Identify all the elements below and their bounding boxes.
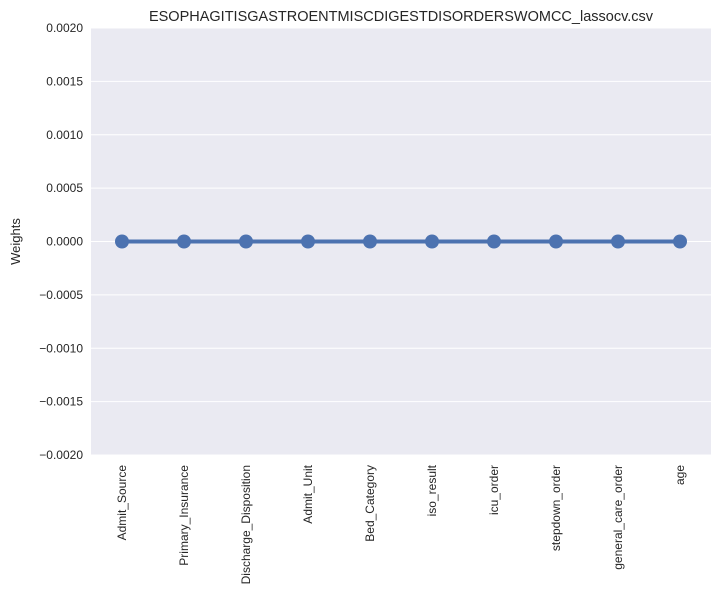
data-point xyxy=(177,234,191,249)
y-tick-label: −0.0005 xyxy=(39,288,83,302)
data-point xyxy=(301,234,315,249)
y-tick-label: −0.0015 xyxy=(39,395,83,409)
x-tick-label: stepdown_order xyxy=(549,465,563,551)
data-point xyxy=(115,234,129,249)
y-tick-labels: 0.0020 0.0015 0.0010 0.0005 0.0000 −0.0005 −0.… xyxy=(39,21,83,462)
chart-title: ESOPHAGITISGASTROENTMISCDIGESTDISORDERSW… xyxy=(149,9,654,25)
y-tick-label: 0.0020 xyxy=(46,21,83,35)
x-tick-label: Bed_Category xyxy=(363,465,377,542)
x-tick-label: Admit_Unit xyxy=(301,464,315,523)
data-point xyxy=(425,234,439,249)
grid-lines xyxy=(91,27,711,456)
x-tick-labels: Admit_Source Primary_Insurance Discharge_D… xyxy=(115,464,687,584)
y-axis-label: Weights xyxy=(8,218,23,265)
y-tick-label: 0.0005 xyxy=(46,181,83,195)
y-tick-label: −0.0010 xyxy=(39,341,83,355)
data-point xyxy=(673,234,687,249)
y-tick-label: 0.0015 xyxy=(46,74,83,88)
series-weights xyxy=(115,234,687,249)
data-point xyxy=(549,234,563,249)
x-tick-label: Admit_Source xyxy=(115,465,129,541)
x-tick-label: general_care_order xyxy=(611,465,625,570)
data-point xyxy=(239,234,253,249)
x-tick-label: iso_result xyxy=(425,464,439,516)
y-tick-label: 0.0010 xyxy=(46,128,83,142)
x-tick-label: Discharge_Disposition xyxy=(239,465,253,584)
data-point xyxy=(611,234,625,249)
x-tick-label: Primary_Insurance xyxy=(177,465,191,566)
data-point xyxy=(363,234,377,249)
y-tick-label: −0.0020 xyxy=(39,448,83,462)
data-point xyxy=(487,234,501,249)
x-tick-label: age xyxy=(673,465,687,485)
x-tick-label: icu_order xyxy=(487,465,501,515)
y-tick-label: 0.0000 xyxy=(46,235,83,249)
